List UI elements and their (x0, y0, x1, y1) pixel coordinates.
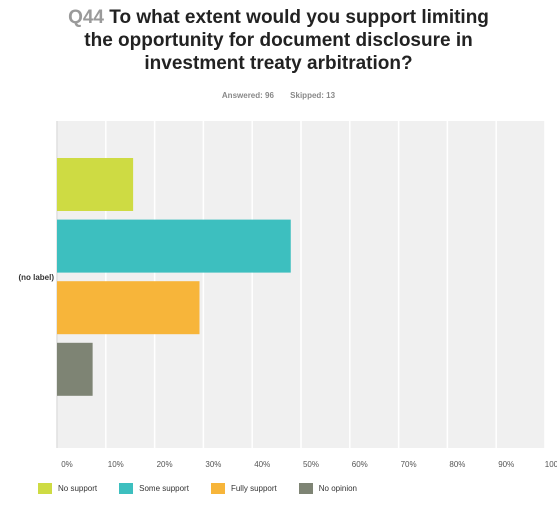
x-tick-label: 100% (545, 460, 557, 469)
legend-item: No opinion (298, 483, 357, 494)
chart-legend: No support Some support Fully support No op… (38, 483, 357, 494)
category-label: (no label) (18, 273, 54, 282)
x-tick-label: 20% (157, 460, 173, 469)
bar-no-opinion (57, 342, 93, 396)
question-number: Q44 (68, 7, 104, 28)
x-tick-label: 70% (401, 460, 417, 469)
legend-swatch (38, 483, 52, 494)
legend-label: Some support (139, 484, 189, 493)
legend-item: No support (38, 483, 97, 494)
legend-swatch (119, 483, 134, 494)
answered-count: Answered: 96 (221, 91, 274, 100)
x-tick-label: 0% (61, 460, 73, 469)
x-tick-label: 50% (303, 460, 319, 469)
x-tick-label: 30% (205, 460, 221, 469)
bar-no-support (57, 158, 134, 211)
x-tick-label: 10% (108, 460, 124, 469)
x-tick-label: 80% (449, 460, 465, 469)
x-tick-label: 90% (498, 460, 514, 469)
legend-label: No support (58, 484, 98, 493)
legend-item: Some support (119, 483, 189, 494)
legend-item: Fully support (210, 483, 277, 494)
legend-label: Fully support (230, 484, 277, 493)
skipped-count: Skipped: 13 (290, 91, 336, 100)
response-counts: Answered: 96 Skipped: 13 (0, 91, 557, 100)
legend-swatch (298, 483, 313, 494)
bar-fully-support (57, 281, 200, 335)
question-text: To what extent would you support limitin… (84, 7, 489, 74)
x-tick-label: 60% (352, 460, 368, 469)
chart-title: Q44 To what extent would you support lim… (0, 6, 557, 75)
bar-some-support (57, 219, 291, 273)
x-tick-label: 40% (254, 460, 270, 469)
legend-swatch (210, 483, 225, 494)
legend-label: No opinion (318, 484, 357, 493)
